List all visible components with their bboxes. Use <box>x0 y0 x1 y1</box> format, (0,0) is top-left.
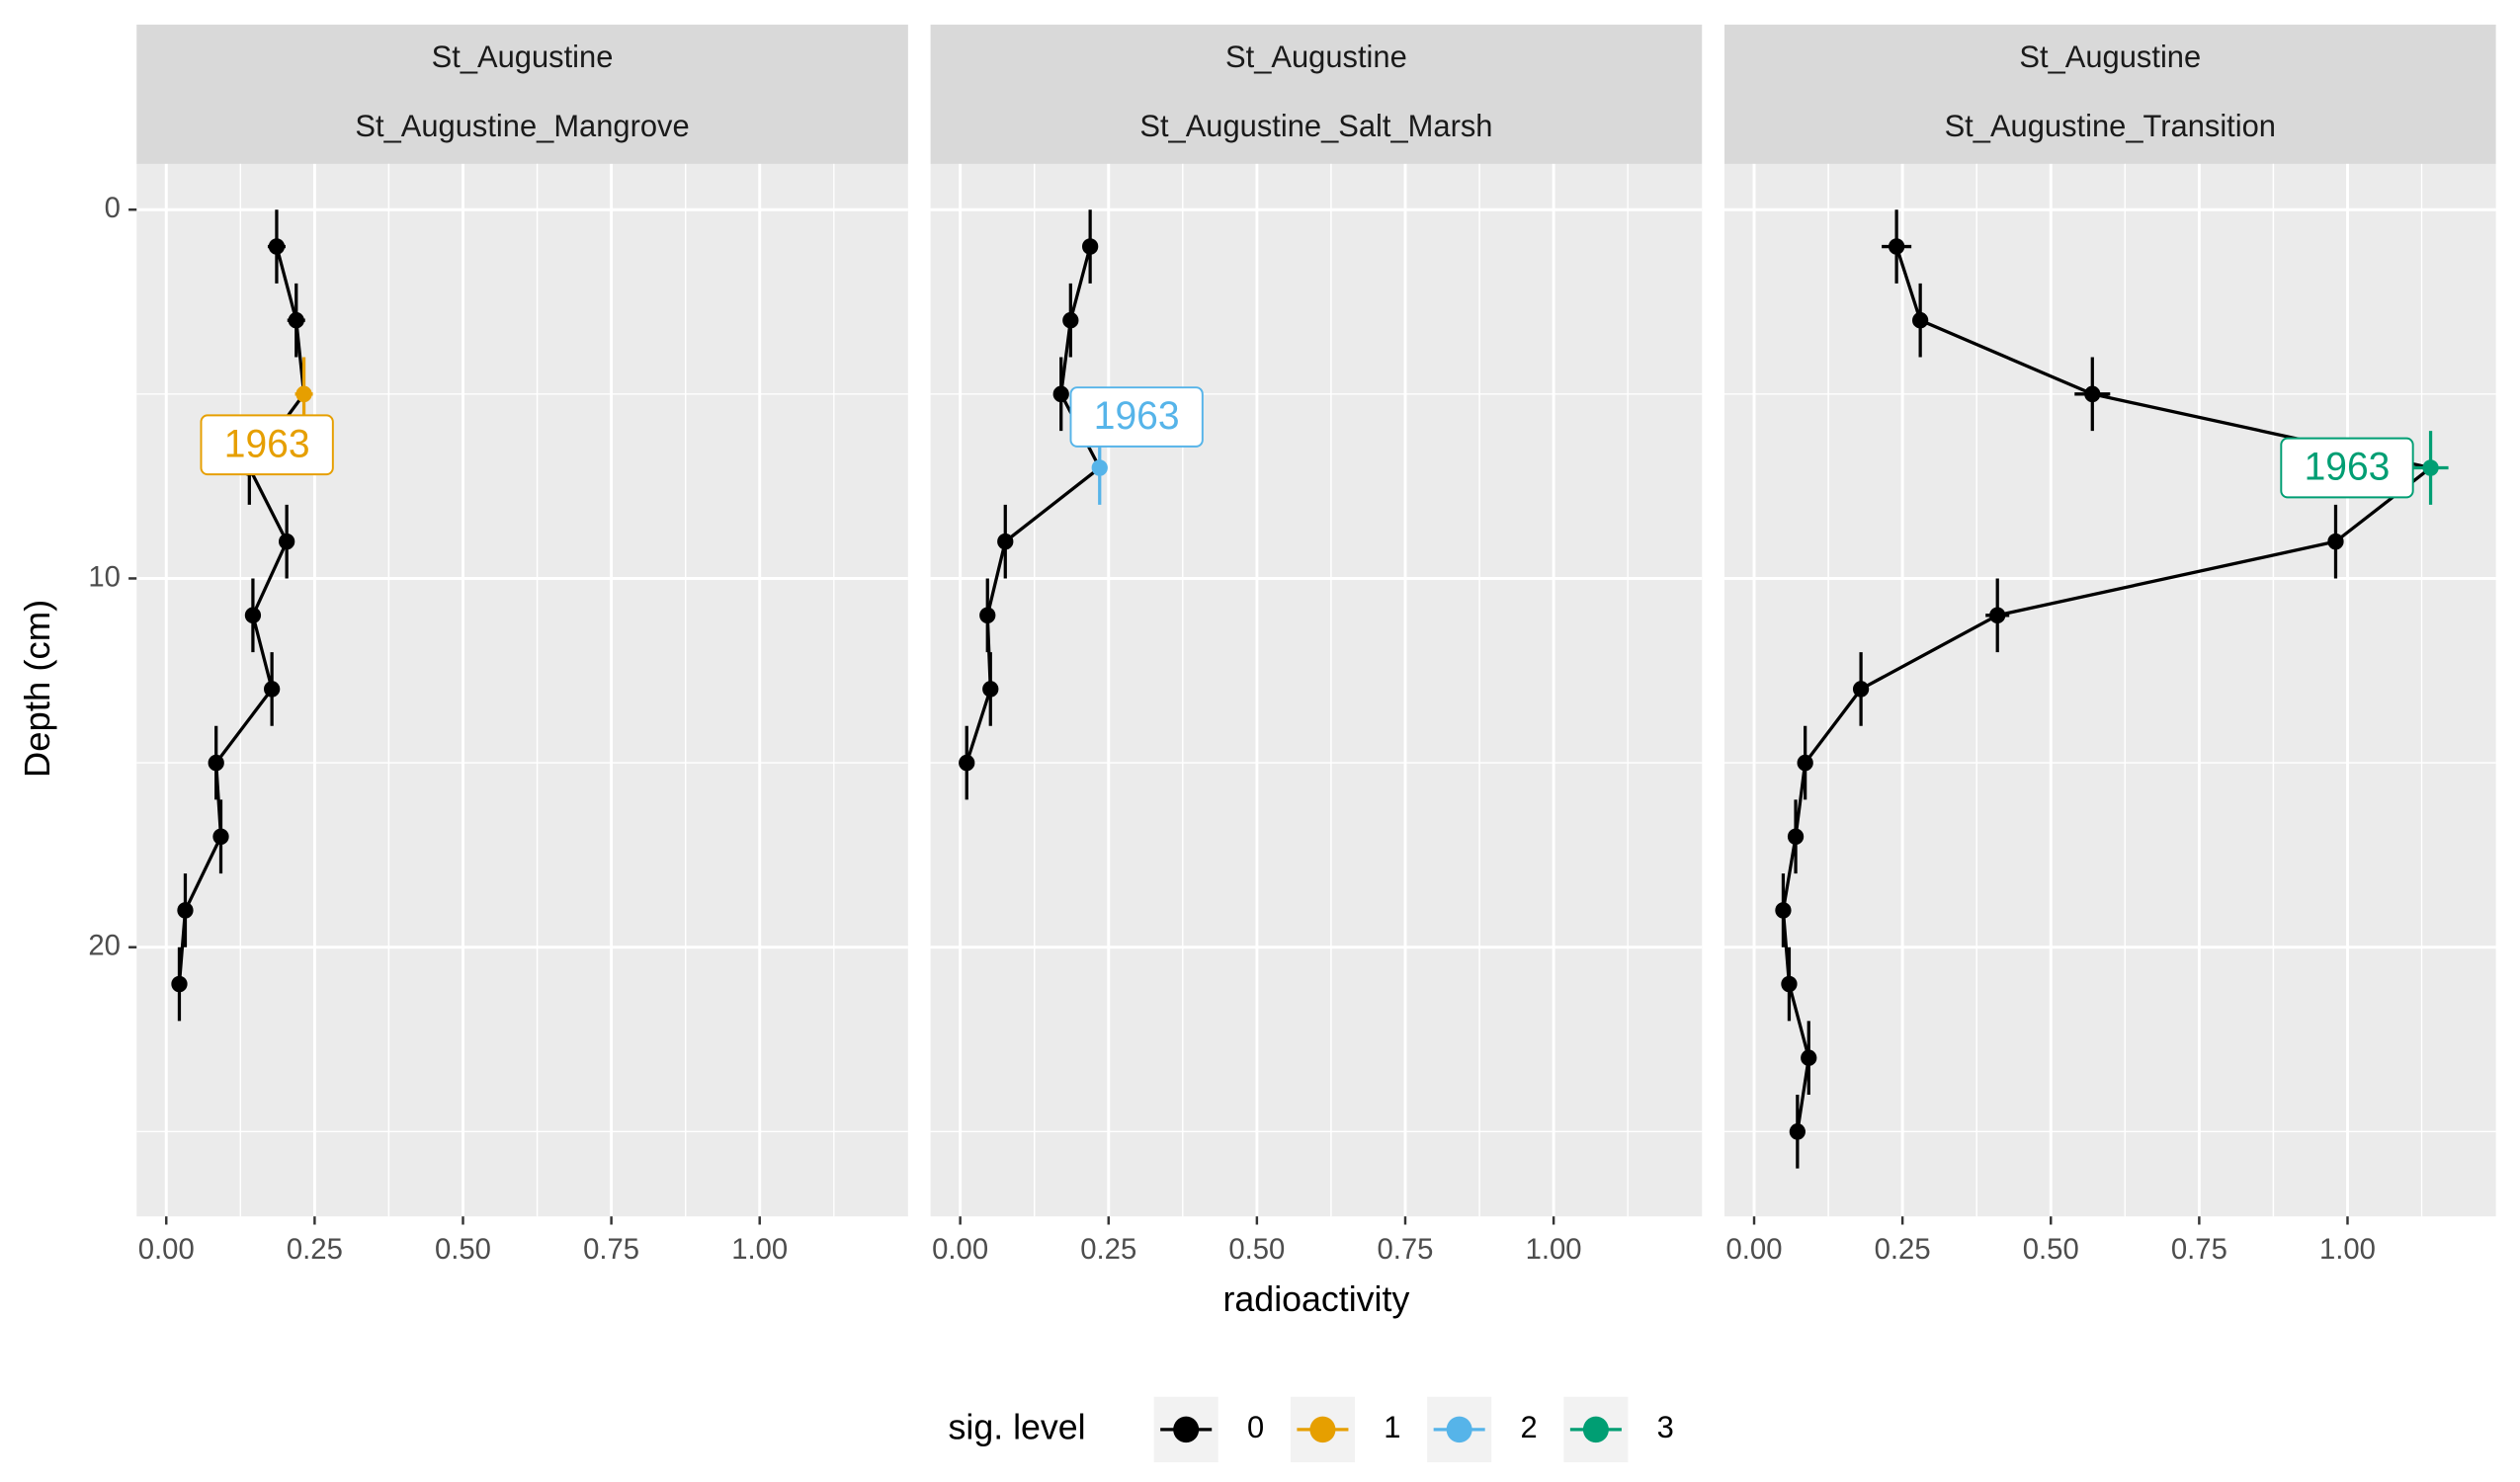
x-tick-label: 0.25 <box>1080 1233 1136 1266</box>
x-tick-label: 0.00 <box>1726 1233 1783 1266</box>
y-tick-label: 20 <box>88 929 121 961</box>
strip-label: St_Augustine_Transition <box>1945 108 2276 142</box>
point <box>979 607 996 624</box>
x-tick-label: 0.50 <box>2023 1233 2079 1266</box>
x-tick-label: 1.00 <box>1526 1233 1582 1266</box>
y-axis-label: Depth (cm) <box>17 600 57 778</box>
y-tick-label: 10 <box>88 560 121 593</box>
x-tick-label: 0.50 <box>435 1233 491 1266</box>
point <box>1801 1049 1817 1066</box>
point <box>2422 459 2439 476</box>
x-axis-label: radioactivity <box>1223 1278 1410 1319</box>
point <box>1062 311 1079 329</box>
legend-label: 1 <box>1384 1410 1400 1444</box>
x-tick-label: 1.00 <box>2319 1233 2376 1266</box>
panel-background <box>136 163 908 1217</box>
strip <box>1723 24 2496 164</box>
point <box>171 975 188 993</box>
point <box>1775 902 1792 919</box>
legend-point <box>1173 1416 1200 1443</box>
x-tick-label: 0.25 <box>1875 1233 1931 1266</box>
strip-label: St_Augustine <box>1225 40 1407 74</box>
annotation: 1963 <box>224 422 310 465</box>
point <box>279 533 295 550</box>
annotation: 1963 <box>1094 394 1180 438</box>
x-tick-label: 0.25 <box>287 1233 343 1266</box>
legend-label: 0 <box>1247 1410 1264 1444</box>
point <box>1082 238 1099 255</box>
legend-point <box>1446 1416 1472 1443</box>
point <box>208 754 224 772</box>
x-tick-label: 0.00 <box>138 1233 195 1266</box>
strip <box>136 24 908 164</box>
annotation-box <box>200 414 334 476</box>
point <box>1852 681 1870 698</box>
point <box>1888 238 1905 255</box>
point <box>1789 1123 1806 1140</box>
point <box>212 828 229 846</box>
point <box>959 754 975 772</box>
legend-point <box>1582 1416 1609 1443</box>
strip <box>930 24 1703 164</box>
point <box>1787 828 1805 846</box>
x-tick-label: 0.00 <box>932 1233 988 1266</box>
point <box>1052 385 1069 403</box>
point <box>1781 975 1798 993</box>
x-tick-label: 0.50 <box>1228 1233 1285 1266</box>
strip-label: St_Augustine <box>432 40 614 74</box>
point <box>244 607 262 624</box>
point <box>1989 607 2006 624</box>
point <box>264 681 281 698</box>
y-tick-label: 0 <box>105 192 121 224</box>
x-tick-label: 0.75 <box>2171 1233 2227 1266</box>
point <box>268 238 286 255</box>
legend-label: 3 <box>1657 1410 1674 1444</box>
x-tick-label: 0.75 <box>583 1233 639 1266</box>
strip-label: St_Augustine_Mangrove <box>355 108 689 142</box>
point <box>1912 311 1929 329</box>
point <box>982 681 999 698</box>
legend-title: sig. level <box>949 1406 1086 1446</box>
legend-label: 2 <box>1520 1410 1537 1444</box>
strip-label: St_Augustine <box>2019 40 2201 74</box>
annotation-box <box>2280 437 2414 499</box>
point <box>177 902 194 919</box>
x-tick-label: 0.75 <box>1378 1233 1434 1266</box>
point <box>1797 754 1813 772</box>
point <box>295 385 312 403</box>
point <box>997 533 1014 550</box>
strip-label: St_Augustine_Salt_Marsh <box>1139 108 1492 142</box>
point <box>1091 459 1108 476</box>
x-tick-label: 1.00 <box>731 1233 788 1266</box>
annotation: 1963 <box>2305 445 2391 488</box>
panel-background <box>1723 163 2496 1217</box>
point <box>2327 533 2344 550</box>
annotation-box <box>1069 386 1204 448</box>
legend-point <box>1309 1416 1336 1443</box>
point <box>2084 385 2101 403</box>
point <box>288 311 304 329</box>
panel-background <box>930 163 1703 1217</box>
